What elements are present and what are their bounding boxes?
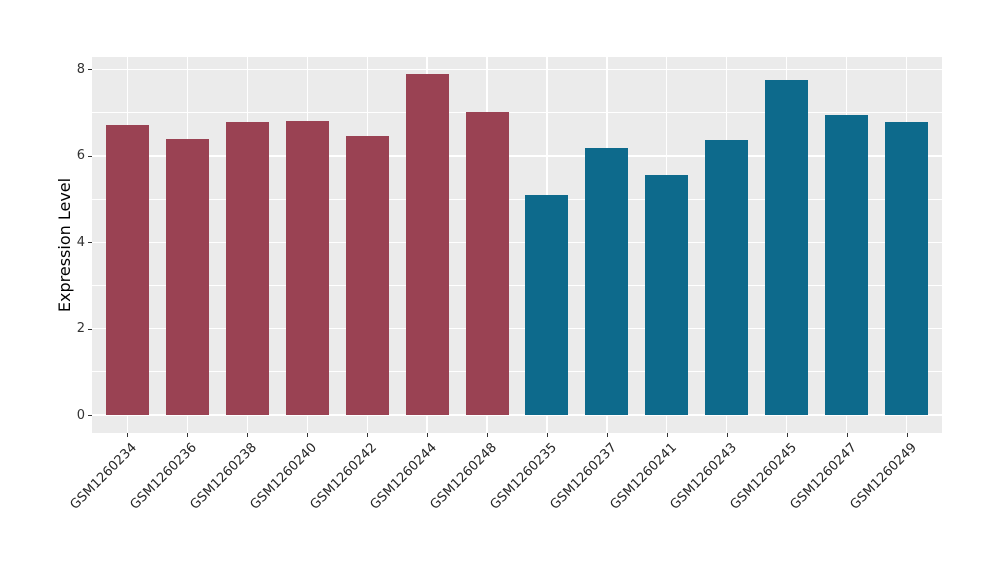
bar-GSM1260243 bbox=[705, 139, 749, 415]
gridline-minor-y5 bbox=[92, 198, 942, 200]
bar-GSM1260238 bbox=[225, 122, 269, 415]
x-tick-label-1: GSM1260236 bbox=[127, 440, 201, 513]
x-tick-mark-3 bbox=[307, 433, 309, 437]
x-tick-mark-9 bbox=[666, 433, 668, 437]
x-tick-label-11: GSM1260245 bbox=[727, 440, 800, 513]
x-tick-label-6: GSM1260248 bbox=[427, 440, 500, 513]
bar-GSM1260244 bbox=[405, 74, 449, 415]
bar-GSM1260241 bbox=[645, 174, 689, 415]
x-tick-mark-10 bbox=[726, 433, 728, 437]
x-tick-mark-5 bbox=[427, 433, 429, 437]
bar-GSM1260240 bbox=[285, 120, 329, 415]
y-tick-mark-8 bbox=[88, 69, 92, 71]
x-tick-label-4: GSM1260242 bbox=[307, 440, 381, 513]
bar-GSM1260234 bbox=[105, 124, 149, 415]
y-tick-mark-2 bbox=[88, 328, 92, 330]
x-tick-label-3: GSM1260240 bbox=[247, 440, 321, 513]
x-tick-label-9: GSM1260241 bbox=[607, 440, 680, 513]
x-tick-mark-4 bbox=[367, 433, 369, 437]
y-tick-label-0: 0 bbox=[76, 407, 85, 423]
gridline-major-y0 bbox=[92, 414, 942, 416]
x-tick-label-7: GSM1260235 bbox=[487, 440, 560, 513]
bar-GSM1260249 bbox=[885, 121, 929, 415]
x-tick-mark-1 bbox=[187, 433, 189, 437]
gridline-minor-y1 bbox=[92, 371, 942, 373]
x-tick-label-10: GSM1260243 bbox=[667, 440, 740, 513]
x-tick-mark-0 bbox=[127, 433, 129, 437]
y-tick-label-2: 2 bbox=[76, 321, 85, 337]
bar-GSM1260237 bbox=[585, 148, 629, 415]
y-tick-mark-4 bbox=[88, 242, 92, 244]
x-tick-mark-13 bbox=[906, 433, 908, 437]
bar-GSM1260235 bbox=[525, 195, 569, 415]
bar-GSM1260245 bbox=[765, 79, 809, 415]
x-tick-label-0: GSM1260234 bbox=[67, 440, 141, 513]
gridline-minor-y7 bbox=[92, 112, 942, 113]
x-tick-label-5: GSM1260244 bbox=[367, 440, 440, 513]
y-tick-mark-0 bbox=[88, 415, 92, 416]
x-tick-mark-2 bbox=[247, 433, 249, 437]
gridline-major-y8 bbox=[92, 68, 942, 71]
bar-GSM1260242 bbox=[345, 135, 389, 415]
y-tick-label-4: 4 bbox=[76, 234, 85, 250]
plot-area bbox=[92, 57, 942, 433]
x-tick-mark-11 bbox=[786, 433, 788, 437]
x-tick-mark-12 bbox=[846, 433, 848, 437]
x-tick-mark-7 bbox=[546, 433, 548, 437]
gridline-major-y4 bbox=[92, 241, 942, 243]
gridline-major-y6 bbox=[92, 155, 942, 157]
y-tick-mark-6 bbox=[88, 155, 92, 157]
bar-GSM1260247 bbox=[825, 115, 869, 415]
x-tick-label-13: GSM1260249 bbox=[847, 440, 920, 513]
x-tick-label-12: GSM1260247 bbox=[787, 440, 860, 513]
x-tick-mark-8 bbox=[606, 433, 608, 437]
x-tick-label-8: GSM1260237 bbox=[547, 440, 620, 513]
gridline-minor-y3 bbox=[92, 284, 942, 286]
gridline-major-y2 bbox=[92, 327, 942, 330]
bar-GSM1260236 bbox=[165, 139, 209, 415]
y-tick-label-8: 8 bbox=[76, 61, 85, 77]
bar-GSM1260248 bbox=[465, 111, 509, 415]
y-tick-label-6: 6 bbox=[76, 148, 85, 164]
x-tick-mark-6 bbox=[487, 433, 489, 437]
x-tick-label-2: GSM1260238 bbox=[187, 440, 261, 513]
